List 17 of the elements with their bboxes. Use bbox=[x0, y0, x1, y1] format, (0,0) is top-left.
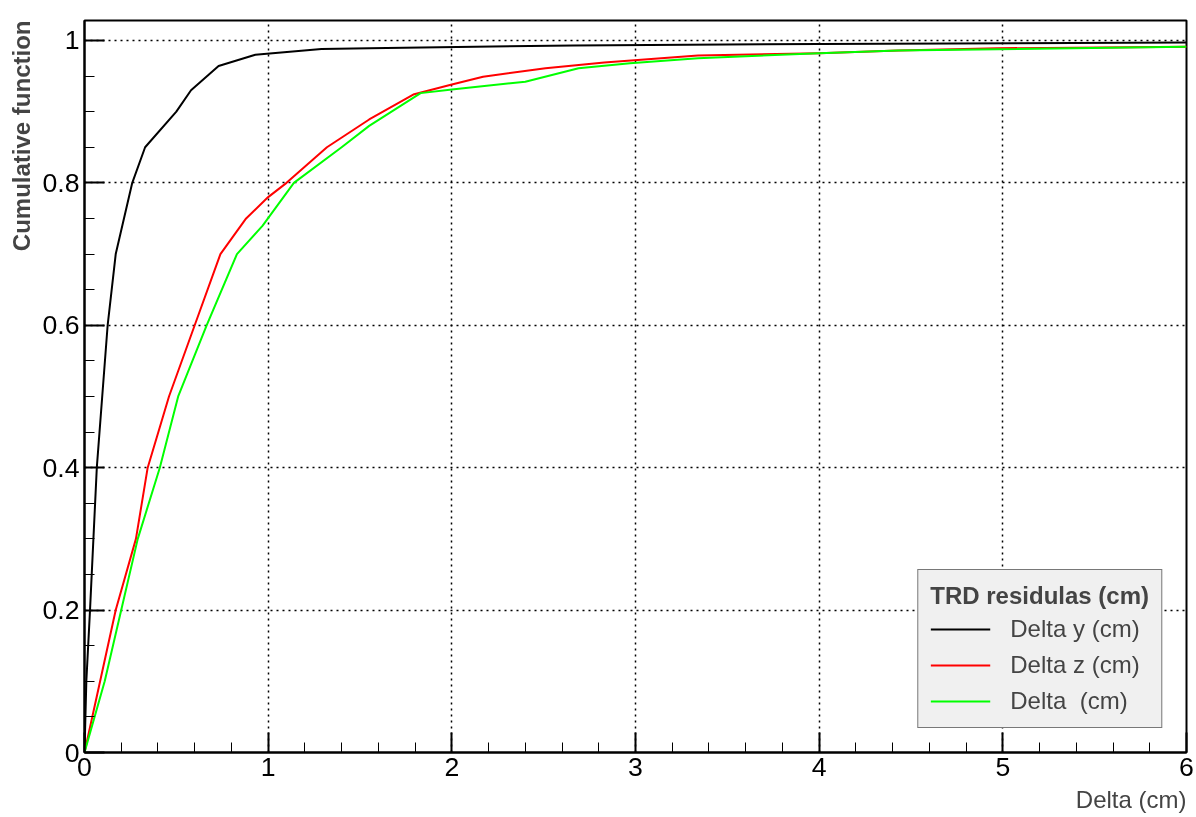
legend-label: Delta z (cm) bbox=[1010, 651, 1140, 679]
y-tick-label: 1 bbox=[64, 25, 80, 56]
x-tick-label: 1 bbox=[260, 751, 276, 782]
y-tick-label: 0.4 bbox=[42, 452, 80, 483]
legend-title: TRD residulas (cm) bbox=[930, 582, 1149, 610]
legend-label: Delta (cm) bbox=[1010, 687, 1128, 715]
legend-label: Delta y (cm) bbox=[1010, 615, 1140, 643]
x-tick-label: 5 bbox=[995, 751, 1011, 782]
y-axis-title: Cumulative function bbox=[7, 20, 35, 252]
x-axis-title: Delta (cm) bbox=[1075, 785, 1187, 813]
y-tick-label: 0.2 bbox=[42, 595, 80, 626]
y-tick-label: 0.6 bbox=[42, 310, 80, 341]
x-tick-label: 4 bbox=[811, 751, 827, 782]
y-tick-label: 0.8 bbox=[42, 167, 80, 198]
x-tick-label: 2 bbox=[444, 751, 460, 782]
x-tick-label: 6 bbox=[1179, 751, 1194, 782]
x-tick-label: 3 bbox=[628, 751, 643, 782]
